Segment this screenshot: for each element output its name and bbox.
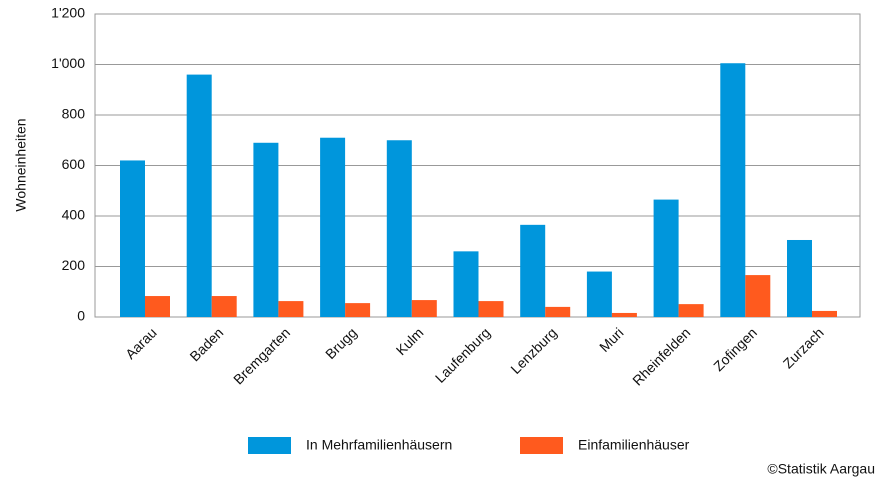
bar: [278, 301, 304, 317]
bar: [678, 304, 704, 317]
x-tick-label: Laufenburg: [432, 324, 493, 385]
bar: [745, 275, 771, 317]
x-tick-label: Lenzburg: [507, 324, 560, 377]
bar: [320, 137, 346, 317]
x-tick-label: Aarau: [122, 324, 160, 362]
bar: [253, 142, 279, 317]
x-tick-label: Muri: [596, 324, 627, 355]
y-tick-label: 400: [62, 207, 86, 223]
y-tick-label: 1'000: [51, 55, 85, 71]
bar: [386, 140, 412, 317]
bar: [653, 199, 679, 317]
bar: [411, 300, 437, 317]
y-tick-label: 600: [62, 156, 86, 172]
bar: [586, 271, 612, 317]
legend-label: In Mehrfamilienhäusern: [306, 437, 452, 453]
bar: [520, 224, 546, 317]
bar: [145, 296, 170, 317]
bar: [787, 239, 812, 317]
x-tick-label: Rheinfelden: [629, 324, 693, 388]
bar: [345, 303, 371, 317]
legend-swatch: [520, 437, 563, 454]
x-tick-label: Zofingen: [710, 324, 760, 374]
y-tick-label: 200: [62, 257, 86, 273]
bar: [812, 310, 837, 317]
x-tick-label: Kulm: [393, 324, 427, 358]
x-tick-label: Baden: [186, 324, 226, 364]
x-tick-label: Zurzach: [780, 324, 827, 371]
bar: [545, 306, 571, 317]
bar: [720, 63, 746, 317]
y-tick-label: 1'200: [51, 5, 85, 21]
y-tick-label: 0: [77, 308, 85, 324]
legend-swatch: [248, 437, 291, 454]
x-tick-label: Bremgarten: [230, 324, 293, 387]
legend-label: Einfamilienhäuser: [578, 437, 690, 453]
bar: [211, 296, 237, 317]
bar: [611, 312, 637, 317]
y-axis-label: Wohneinheiten: [13, 118, 29, 211]
credit: ©Statistik Aargau: [767, 461, 875, 477]
x-tick-label: Brugg: [322, 324, 360, 362]
bar: [478, 301, 504, 317]
y-tick-label: 800: [62, 106, 86, 122]
bar: [186, 74, 212, 317]
bar: [120, 160, 145, 317]
bar: [453, 251, 479, 317]
